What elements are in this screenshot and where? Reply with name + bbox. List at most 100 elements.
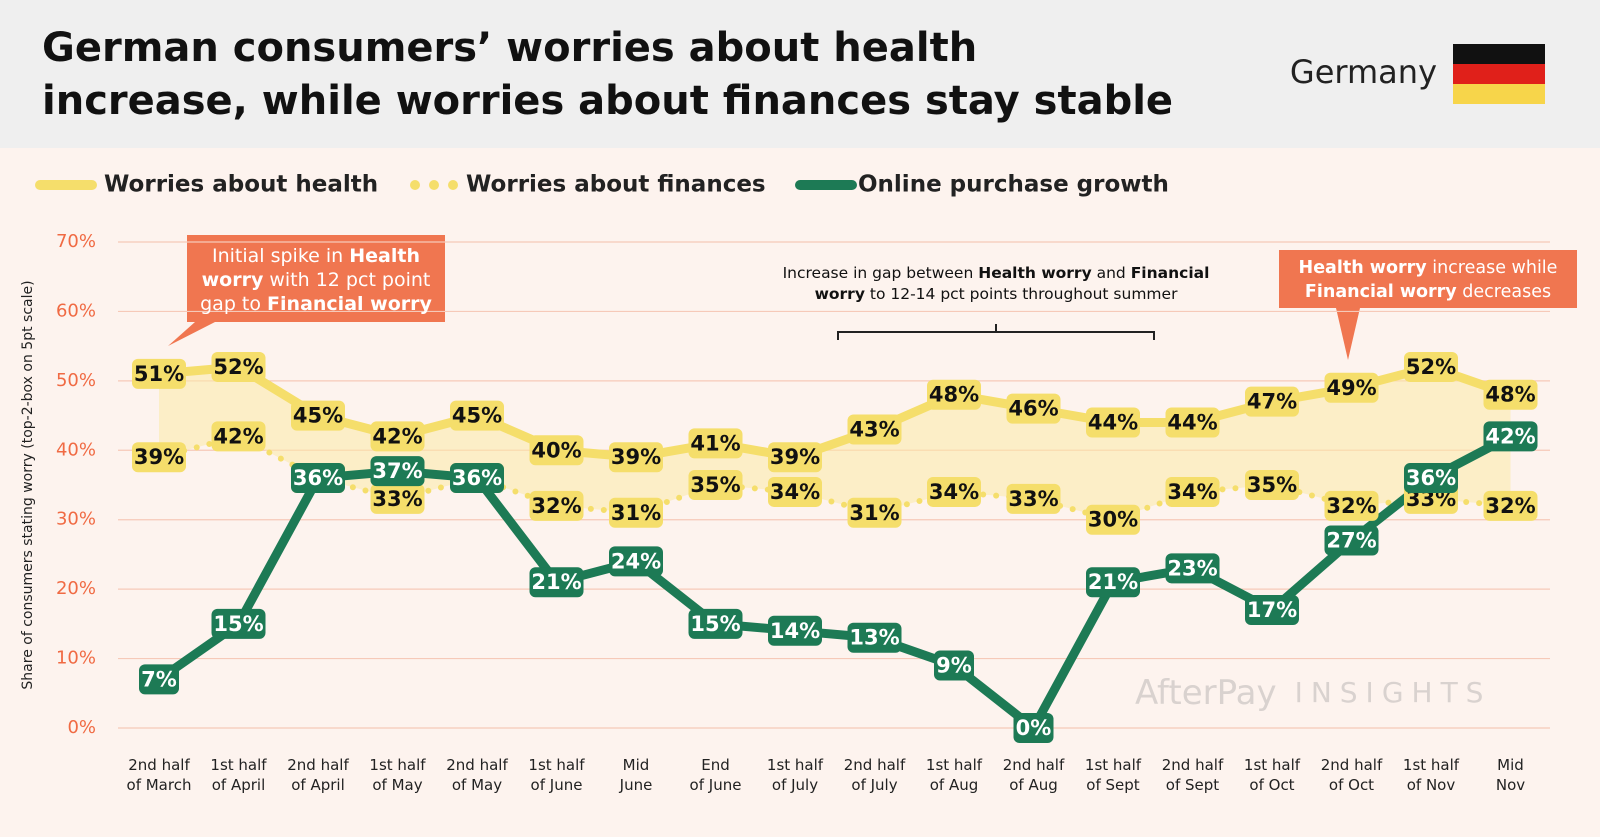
x-tick-label: 1st half of May	[369, 756, 426, 794]
value-label: 42%	[213, 424, 263, 448]
value-label: 32%	[1485, 494, 1535, 518]
value-label: 30%	[1088, 508, 1138, 532]
annotation: Initial spike in Health	[212, 245, 420, 267]
value-label-box	[609, 546, 663, 577]
value-label: 33%	[1008, 487, 1058, 511]
x-tick-label: 2nd half of May	[446, 756, 508, 794]
annotation: Financial worry decreases	[1305, 282, 1551, 302]
x-tick-label: 2nd half of Sept	[1162, 756, 1224, 794]
value-label-box	[688, 470, 743, 500]
value-label: 0%	[1016, 716, 1052, 740]
x-tick-label: 1st half of Sept	[1085, 756, 1142, 794]
value-label: 52%	[213, 355, 263, 379]
value-label: 45%	[452, 404, 502, 428]
value-label: 27%	[1326, 529, 1376, 553]
value-label: 14%	[770, 619, 820, 643]
value-label-box	[934, 650, 974, 681]
value-label-box	[768, 615, 822, 646]
value-label-box	[847, 622, 902, 653]
value-label-box	[1483, 421, 1538, 452]
value-label-box	[609, 442, 663, 473]
value-label-box	[1165, 553, 1220, 584]
value-label-box	[370, 421, 425, 452]
value-label: 39%	[611, 445, 661, 469]
x-tick-label: Mid June	[619, 756, 653, 794]
value-label: 39%	[134, 445, 184, 469]
value-label-box	[370, 483, 425, 514]
x-tick-label: 2nd half of July	[844, 756, 906, 794]
value-label: 9%	[936, 654, 972, 678]
value-label-box	[688, 428, 743, 459]
legend-label: Online purchase growth	[858, 172, 1169, 198]
value-label: 34%	[1167, 480, 1217, 504]
value-label-box	[1086, 407, 1140, 438]
value-label: 48%	[1485, 383, 1535, 407]
header	[0, 0, 1600, 148]
x-tick-label: 1st half of Nov	[1403, 756, 1460, 794]
value-label-box	[1245, 470, 1299, 500]
value-label-box	[1013, 713, 1054, 743]
y-tick-label: 10%	[56, 648, 96, 669]
value-label: 46%	[1008, 397, 1058, 421]
annotation: Health worry increase while	[1299, 258, 1558, 278]
value-label: 34%	[929, 480, 979, 504]
annotation: worry to 12-14 pct points throughout sum…	[815, 285, 1179, 303]
legend-marker	[429, 180, 439, 190]
chart-title: German consumers’ worries about health in…	[42, 25, 1173, 124]
x-tick-label: 2nd half of Aug	[1003, 756, 1065, 794]
value-label: 13%	[849, 626, 899, 650]
value-label: 44%	[1167, 411, 1217, 435]
value-label-box	[1483, 490, 1538, 521]
value-label-box	[291, 463, 345, 494]
value-label: 42%	[372, 424, 422, 448]
value-label: 43%	[849, 417, 899, 441]
value-label: 15%	[690, 612, 740, 636]
value-label: 15%	[213, 612, 263, 636]
y-tick-label: 60%	[56, 300, 96, 321]
value-label-box	[1404, 351, 1458, 382]
value-label-box	[450, 463, 504, 494]
value-label-box	[370, 456, 425, 487]
value-label-box	[529, 435, 584, 466]
value-label-box	[1165, 476, 1220, 507]
x-tick-label: 1st half of Oct	[1244, 756, 1301, 794]
value-label-box	[132, 358, 186, 389]
value-label: 7%	[141, 667, 177, 691]
value-label-box	[768, 476, 822, 507]
y-axis-label: Share of consumers stating worry (top-2-…	[20, 280, 36, 689]
value-label: 48%	[929, 383, 979, 407]
value-label: 23%	[1167, 556, 1217, 580]
value-label-box	[211, 608, 266, 639]
legend-marker	[410, 180, 420, 190]
value-label: 42%	[1485, 424, 1535, 448]
flag	[1453, 44, 1545, 104]
value-label-box	[1245, 386, 1299, 417]
value-label-box	[291, 400, 345, 431]
y-tick-label: 20%	[56, 578, 96, 599]
value-label: 47%	[1247, 390, 1297, 414]
value-label-box	[1245, 594, 1299, 625]
value-label: 44%	[1088, 411, 1138, 435]
value-label-box	[1324, 372, 1379, 403]
value-label-box	[847, 414, 902, 445]
callout-box	[168, 235, 445, 346]
legend-marker	[448, 180, 458, 190]
value-label: 36%	[293, 466, 343, 490]
value-label: 21%	[1088, 570, 1138, 594]
value-label-box	[211, 351, 266, 382]
value-label-box	[1086, 504, 1140, 535]
value-label: 31%	[611, 501, 661, 525]
value-label-box	[847, 497, 902, 528]
legend-label: Worries about health	[104, 172, 378, 198]
value-label-box	[1006, 393, 1061, 424]
x-tick-label: Mid Nov	[1496, 756, 1525, 794]
value-label-box	[450, 400, 504, 431]
value-label: 35%	[690, 473, 740, 497]
x-tick-label: 2nd half of March	[127, 756, 192, 794]
value-label: 31%	[849, 501, 899, 525]
legend-label: Worries about finances	[466, 172, 766, 198]
value-label-box	[529, 490, 584, 521]
x-tick-label: 1st half of July	[767, 756, 824, 794]
value-label-box	[927, 379, 981, 410]
